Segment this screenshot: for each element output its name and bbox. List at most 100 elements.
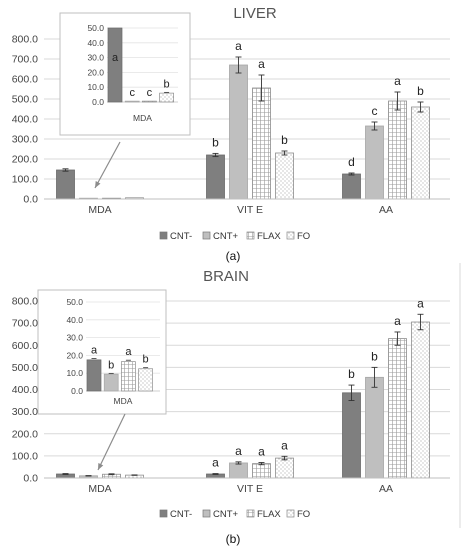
x-tick-label: VIT E	[237, 483, 263, 495]
inset-significance-letter: c	[147, 87, 153, 99]
y-tick-label: 0.0	[23, 473, 38, 485]
y-tick-label: 800.0	[12, 34, 38, 46]
legend-label: FLAX	[257, 509, 281, 520]
inset-arrow	[97, 413, 126, 471]
inset-y-tick-label: 50.0	[66, 297, 83, 307]
legend-label: FLAX	[257, 231, 281, 242]
significance-letter: a	[212, 456, 219, 470]
significance-letter: a	[235, 39, 242, 53]
y-tick-label: 700.0	[12, 318, 38, 330]
bar	[206, 154, 225, 200]
inset-y-tick-label: 0.0	[92, 97, 104, 107]
inset-bar	[142, 100, 157, 103]
significance-letter: b	[212, 135, 219, 149]
bar	[365, 125, 384, 200]
bar	[252, 463, 271, 479]
inset-y-tick-label: 10.0	[87, 82, 104, 92]
legend-swatch	[202, 509, 211, 518]
inset-significance-letter: b	[108, 359, 114, 371]
y-tick-label: 300.0	[12, 406, 38, 418]
x-tick-label: VIT E	[237, 204, 263, 216]
legend-label: CNT-	[170, 231, 192, 242]
inset-y-tick-label: 40.0	[87, 38, 104, 48]
bar	[388, 338, 407, 479]
inset-category-label: MDA	[133, 113, 152, 123]
bar	[342, 173, 361, 200]
inset-y-tick-label: 30.0	[87, 53, 104, 63]
legend-swatch	[286, 231, 295, 240]
inset-y-tick-label: 30.0	[66, 333, 83, 343]
inset-y-tick-label: 50.0	[87, 23, 104, 33]
significance-letter: a	[417, 296, 424, 310]
inset-y-tick-label: 20.0	[87, 67, 104, 77]
y-tick-label: 200.0	[12, 154, 38, 166]
y-tick-label: 300.0	[12, 134, 38, 146]
inset-bar	[107, 27, 123, 103]
significance-letter: b	[417, 84, 424, 98]
y-tick-label: 0.0	[23, 194, 38, 206]
arrow-head	[98, 463, 104, 470]
inset-bar	[121, 361, 136, 392]
bar	[275, 457, 294, 479]
inset-arrow	[94, 141, 121, 189]
significance-letter: a	[258, 445, 265, 459]
legend-swatch	[286, 509, 295, 518]
y-tick-label: 500.0	[12, 362, 38, 374]
y-tick-label: 600.0	[12, 340, 38, 352]
inset-bar	[124, 100, 140, 103]
inset-y-tick-label: 40.0	[66, 315, 83, 325]
bar	[365, 376, 384, 479]
panel-a-liver: LIVER 0.0 100.0 200.0 300.0 400.0 500.0 600.0 7…	[12, 5, 450, 263]
significance-letter: d	[348, 155, 355, 169]
x-tick-label: MDA	[88, 204, 111, 216]
y-tick-label: 400.0	[12, 114, 38, 126]
inset-bar	[138, 368, 153, 392]
legend-swatch	[246, 509, 255, 518]
panel-label: (b)	[226, 532, 241, 546]
significance-letter: b	[371, 349, 378, 363]
inset-significance-letter: c	[129, 87, 135, 99]
significance-letter: a	[235, 444, 242, 458]
legend-label: CNT+	[213, 509, 239, 520]
bar	[229, 64, 248, 200]
chart-title: LIVER	[233, 5, 277, 22]
legend-swatch	[159, 509, 168, 518]
x-tick-label: MDA	[88, 483, 111, 495]
inset-significance-letter: a	[125, 346, 132, 358]
inset-frame	[59, 12, 191, 136]
y-tick-label: 100.0	[12, 174, 38, 186]
inset-frame	[37, 289, 167, 415]
bar	[342, 392, 361, 479]
y-tick-label: 600.0	[12, 74, 38, 86]
inset-bar	[103, 373, 119, 392]
inset-significance-letter: b	[143, 354, 149, 366]
chart-title: BRAIN	[203, 268, 249, 285]
y-tick-label: 700.0	[12, 54, 38, 66]
y-tick-label: 800.0	[12, 296, 38, 308]
inset-significance-letter: b	[164, 78, 170, 90]
inset-y-tick-label: 0.0	[71, 386, 83, 396]
bar	[229, 462, 248, 479]
x-tick-label: AA	[379, 204, 393, 216]
legend-label: FO	[297, 509, 310, 520]
inset-bar	[86, 359, 102, 392]
significance-letter: a	[394, 74, 401, 88]
panel-b-brain: BRAIN 0.0 100.0 200.0 300.0 400.0 500.0 600.0 7…	[12, 263, 461, 546]
x-tick-label: AA	[379, 483, 393, 495]
legend-label: CNT-	[170, 509, 192, 520]
panel-label: (a)	[226, 249, 241, 263]
significance-letter: a	[394, 314, 401, 328]
inset-y-tick-label: 10.0	[66, 368, 83, 378]
bar	[388, 100, 407, 200]
y-tick-label: 500.0	[12, 94, 38, 106]
significance-letter: b	[348, 367, 355, 381]
inset-category-label: MDA	[114, 396, 133, 406]
bar	[411, 106, 430, 200]
y-tick-label: 200.0	[12, 428, 38, 440]
legend-label: CNT+	[213, 231, 239, 242]
bar	[56, 169, 75, 200]
inset-significance-letter: a	[91, 344, 98, 356]
significance-letter: b	[281, 133, 288, 147]
